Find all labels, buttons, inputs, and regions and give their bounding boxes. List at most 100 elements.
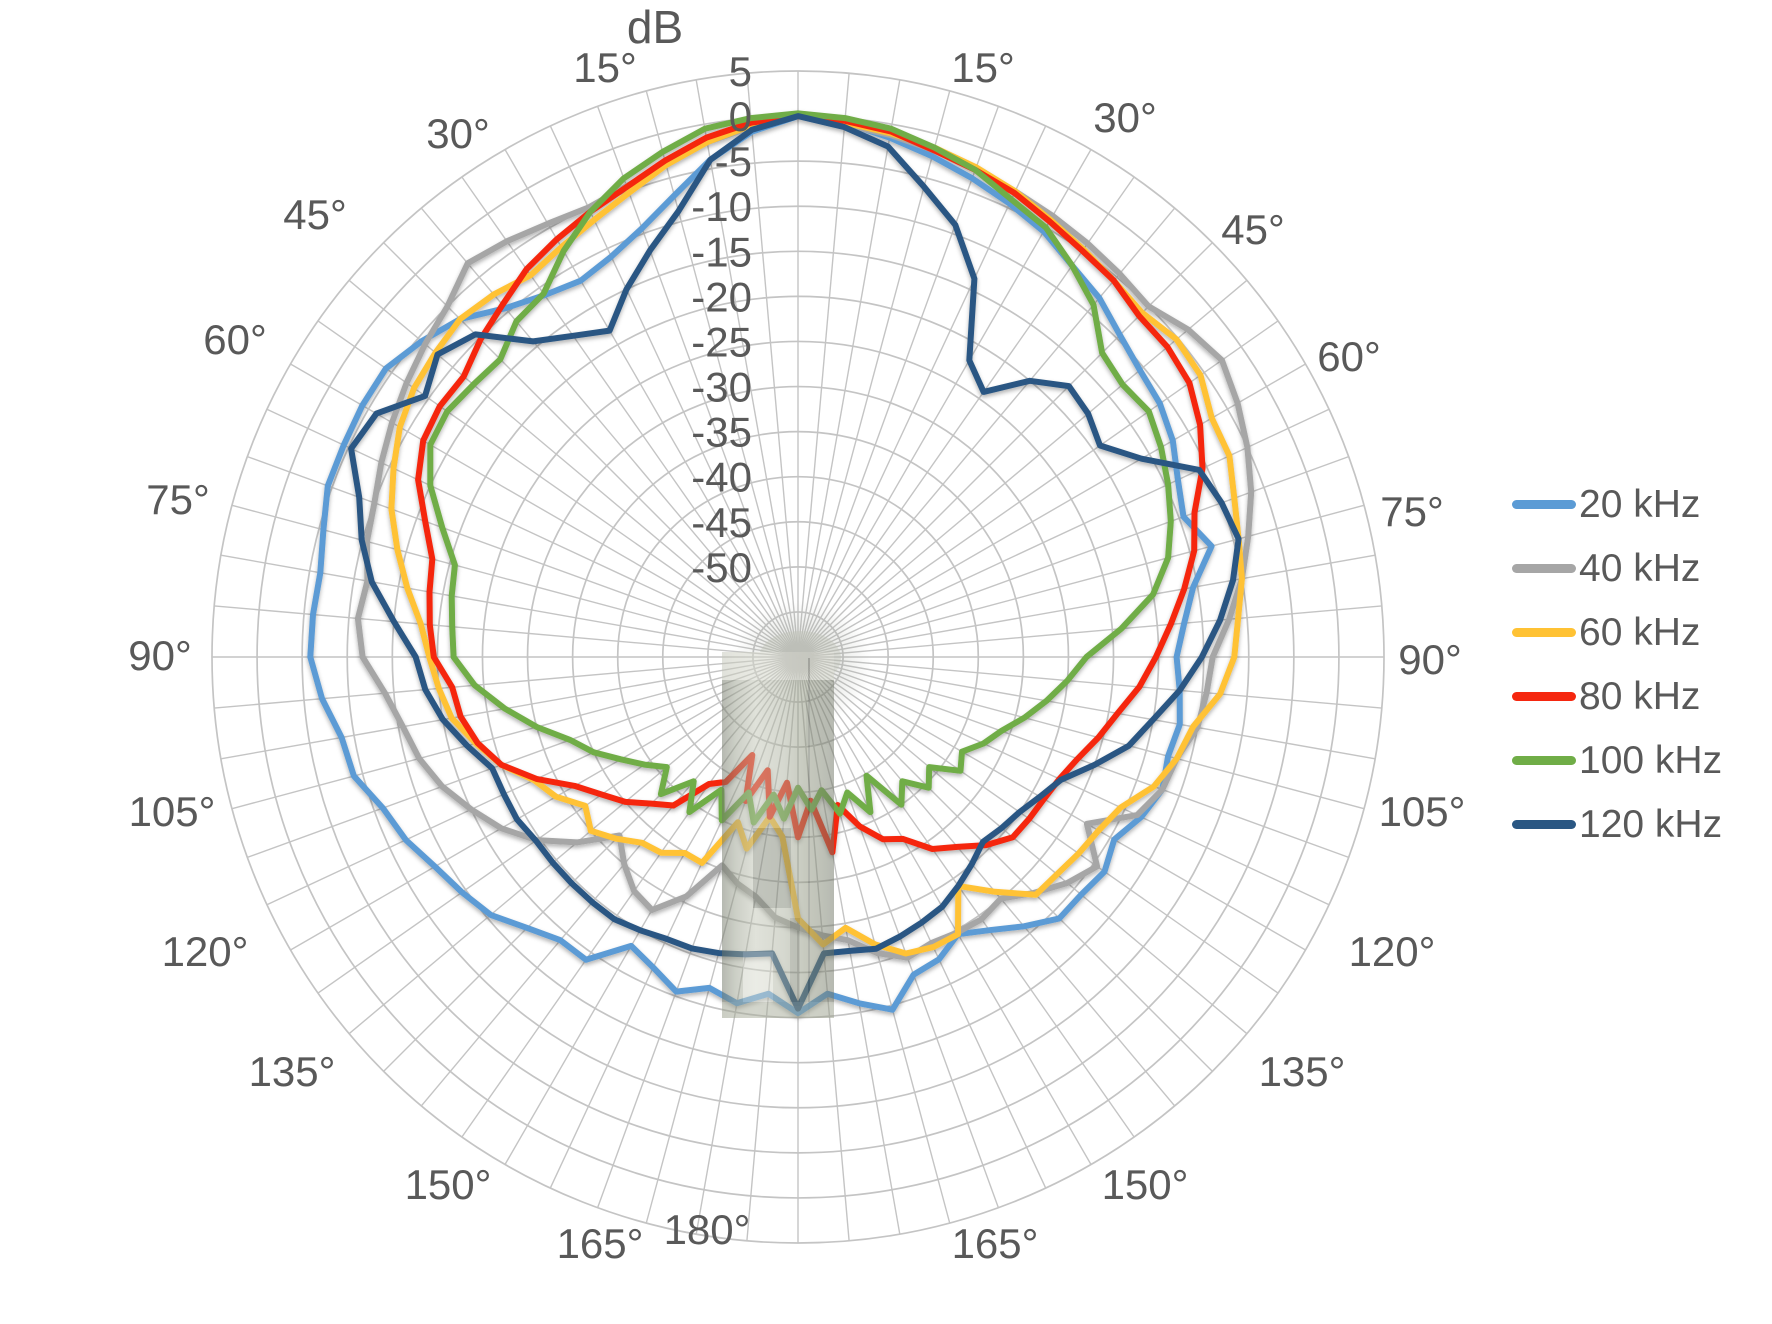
legend-label: 80 kHz <box>1579 674 1701 718</box>
grid-spoke <box>797 656 1248 1035</box>
angle-tick-label: 150° <box>405 1161 492 1208</box>
grid-spoke <box>797 656 1376 760</box>
angle-tick-label: 135° <box>1259 1048 1346 1095</box>
grid-spoke <box>797 605 1382 658</box>
angle-tick-label: 75° <box>1380 488 1444 535</box>
legend-swatch <box>1512 819 1576 829</box>
legend-swatch <box>1512 755 1576 765</box>
radial-tick-label: -25 <box>691 318 752 365</box>
legend-item-80-khz: 80 kHz <box>1512 664 1722 728</box>
grid-spoke <box>266 408 799 658</box>
angle-tick-label: 15° <box>951 44 1015 91</box>
transducer-photo-overlay <box>722 600 872 1018</box>
angle-tick-label: 135° <box>249 1048 336 1095</box>
grid-spoke <box>797 90 951 658</box>
legend-label: 120 kHz <box>1579 802 1723 846</box>
grid-spoke <box>797 125 1047 658</box>
grid-spoke <box>797 73 850 658</box>
angle-tick-label: 60° <box>1317 333 1381 380</box>
legend-label: 20 kHz <box>1579 482 1701 526</box>
grid-spoke <box>420 207 799 658</box>
grid-spoke <box>797 363 1306 658</box>
angle-tick-label: 180° <box>664 1206 751 1253</box>
angle-tick-label: 45° <box>1221 206 1285 253</box>
angle-tick-label: 165° <box>557 1220 644 1267</box>
angle-tick-label: 90° <box>1398 636 1462 683</box>
angle-tick-label: 60° <box>203 316 267 363</box>
grid-spoke <box>797 656 1382 709</box>
radial-tick-label: -40 <box>691 454 752 501</box>
grid-spoke <box>797 656 1135 1138</box>
angle-tick-label: 120° <box>1349 928 1436 975</box>
grid-spoke <box>247 656 799 859</box>
grid-spoke <box>797 554 1376 658</box>
radial-tick-label: -15 <box>691 228 752 275</box>
grid-spoke <box>695 79 799 658</box>
grid-spoke <box>797 176 1135 658</box>
angle-tick-label: 90° <box>128 632 192 679</box>
grid-spoke <box>797 656 1306 951</box>
transducer-detail-light <box>743 952 773 1004</box>
grid-spoke <box>797 656 1349 859</box>
legend-item-40-khz: 40 kHz <box>1512 536 1722 600</box>
radial-tick-label: -10 <box>691 183 752 230</box>
grid-spoke <box>797 279 1248 658</box>
angle-tick-label: 105° <box>129 788 216 835</box>
legend-swatch <box>1512 563 1576 573</box>
legend-swatch <box>1512 627 1576 637</box>
grid-spoke <box>797 408 1330 658</box>
radial-tick-label: -50 <box>691 544 752 591</box>
grid-spoke <box>797 656 1279 994</box>
transducer-detail-dark <box>753 828 791 908</box>
grid-spoke <box>231 656 799 810</box>
chart-legend: 20 kHz 40 kHz 60 kHz 80 kHz 100 kHz 120 kHz <box>1512 472 1722 856</box>
grid-spoke <box>797 656 1092 1165</box>
angle-tick-label: 15° <box>573 44 637 91</box>
axis-labels: dB 50-5-10-15-20-25-30-35-40-45-50 15° 30°… <box>128 1 1465 1267</box>
radial-tick-label: -30 <box>691 364 752 411</box>
transducer-base <box>722 1002 834 1018</box>
grid-spoke <box>797 504 1365 658</box>
angle-tick-label: 165° <box>952 1220 1039 1267</box>
transducer-detail-panel <box>806 690 830 745</box>
transducer-detail-slot <box>790 918 800 1006</box>
grid-spoke <box>220 554 799 658</box>
angle-tick-label: 150° <box>1102 1161 1189 1208</box>
angle-tick-label: 45° <box>283 191 347 238</box>
grid-spoke <box>797 656 1176 1107</box>
grid-spoke <box>797 656 1365 810</box>
grid-spoke <box>247 455 799 658</box>
transducer-top-face <box>722 652 834 680</box>
grid-spoke <box>797 79 901 658</box>
grid-spoke <box>461 176 799 658</box>
grid-spoke <box>383 242 799 658</box>
legend-item-120-khz: 120 kHz <box>1512 792 1722 856</box>
grid-spoke <box>746 73 799 658</box>
grid-spoke <box>596 106 799 658</box>
radial-tick-label: 5 <box>729 48 752 95</box>
grid-spoke <box>290 656 799 951</box>
grid-spoke <box>317 656 799 994</box>
grid-spoke <box>317 320 799 658</box>
legend-swatch <box>1512 499 1576 509</box>
legend-label: 60 kHz <box>1579 610 1701 654</box>
radial-tick-label: -5 <box>715 138 752 185</box>
angle-tick-label: 30° <box>426 110 490 157</box>
angle-tick-label: 30° <box>1093 94 1157 141</box>
grid-spoke <box>797 106 1000 658</box>
radial-tick-label: -45 <box>691 499 752 546</box>
angle-tick-label: 105° <box>1379 788 1466 835</box>
legend-item-20-khz: 20 kHz <box>1512 472 1722 536</box>
grid-spoke <box>504 149 799 658</box>
angle-tick-label: 120° <box>162 928 249 975</box>
legend-label: 100 kHz <box>1579 738 1723 782</box>
legend-label: 40 kHz <box>1579 546 1701 590</box>
grid-spoke <box>797 656 1213 1072</box>
legend-item-60-khz: 60 kHz <box>1512 600 1722 664</box>
radial-tick-label: -20 <box>691 273 752 320</box>
radial-axis-title: dB <box>627 1 683 53</box>
radial-tick-label: -35 <box>691 409 752 456</box>
angle-tick-label: 75° <box>146 476 210 523</box>
